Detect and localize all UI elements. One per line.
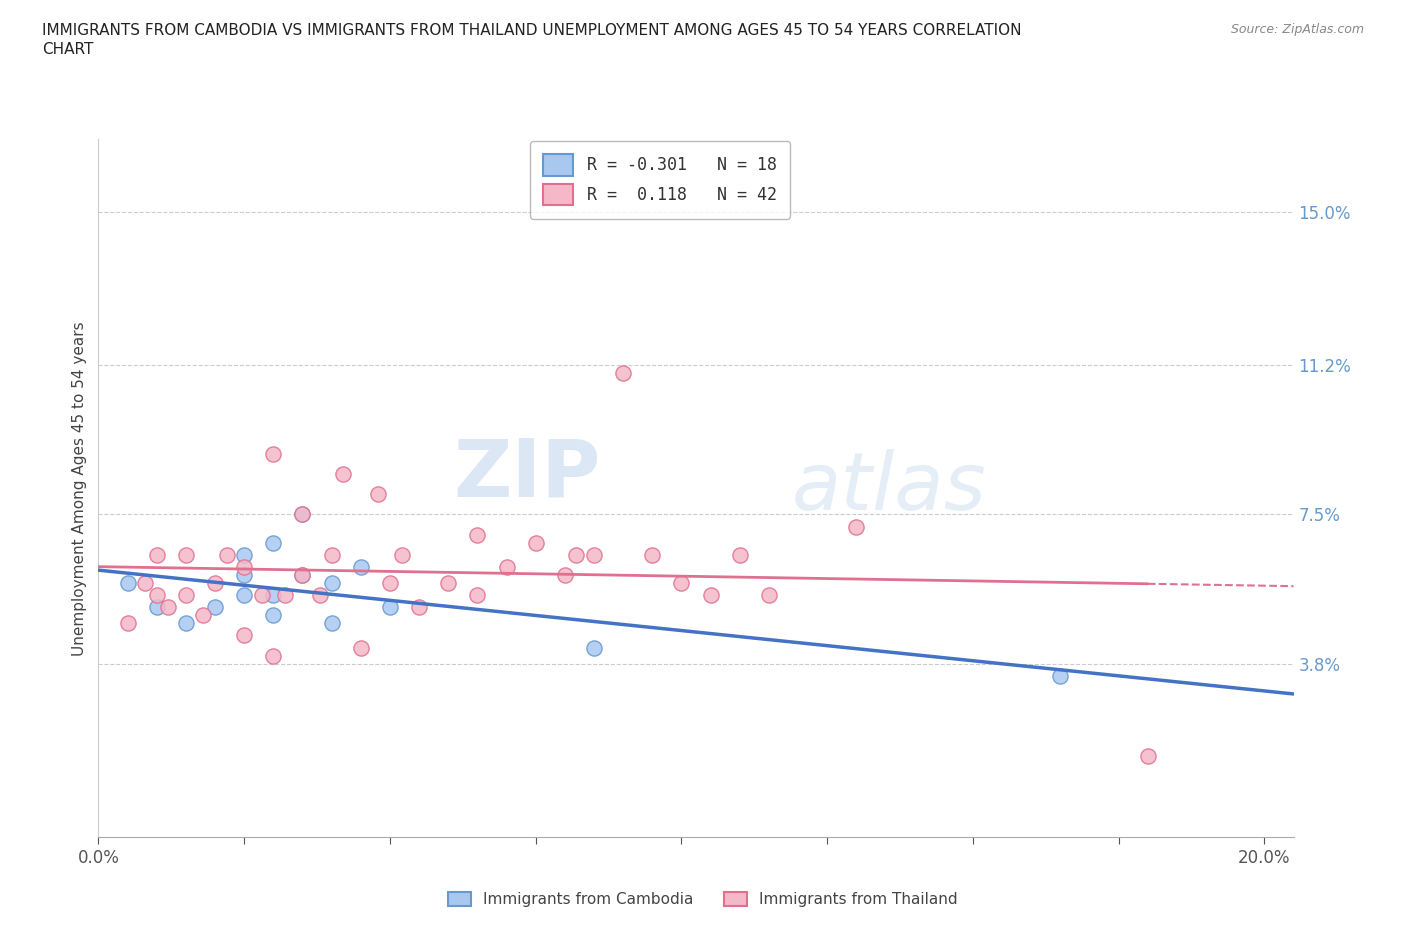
Point [117, 576, 139, 591]
Point [378, 600, 401, 615]
Point [291, 507, 314, 522]
Point [321, 616, 343, 631]
Point [524, 536, 547, 551]
Point [117, 616, 139, 631]
Text: IMMIGRANTS FROM CAMBODIA VS IMMIGRANTS FROM THAILAND UNEMPLOYMENT AMONG AGES 45 : IMMIGRANTS FROM CAMBODIA VS IMMIGRANTS F… [42, 23, 1022, 38]
Point [408, 600, 430, 615]
Point [554, 567, 576, 582]
Point [309, 588, 332, 603]
Point [204, 600, 226, 615]
Point [250, 588, 273, 603]
Y-axis label: Unemployment Among Ages 45 to 54 years: Unemployment Among Ages 45 to 54 years [72, 321, 87, 656]
Point [262, 536, 284, 551]
Point [193, 608, 215, 623]
Point [641, 548, 664, 563]
Point [215, 548, 238, 563]
Point [582, 640, 605, 655]
Point [233, 588, 256, 603]
Point [467, 588, 489, 603]
Point [233, 628, 256, 643]
Point [157, 600, 180, 615]
Point [274, 588, 297, 603]
Point [321, 576, 343, 591]
Point [174, 588, 197, 603]
Point [262, 446, 284, 461]
Point [174, 616, 197, 631]
Point [145, 588, 167, 603]
Point [467, 527, 489, 542]
Point [134, 576, 156, 591]
Point [495, 560, 517, 575]
Point [699, 588, 721, 603]
Point [262, 608, 284, 623]
Point [1136, 749, 1159, 764]
Point [291, 567, 314, 582]
Point [350, 640, 373, 655]
Point [758, 588, 780, 603]
Text: atlas: atlas [792, 449, 987, 527]
Point [582, 548, 605, 563]
Point [565, 548, 588, 563]
Point [321, 548, 343, 563]
Text: ZIP: ZIP [453, 435, 600, 513]
Point [845, 519, 868, 534]
Point [233, 560, 256, 575]
Point [233, 548, 256, 563]
Point [262, 588, 284, 603]
Legend: Immigrants from Cambodia, Immigrants from Thailand: Immigrants from Cambodia, Immigrants fro… [441, 885, 965, 913]
Point [378, 576, 401, 591]
Legend: R = -0.301   N = 18, R =  0.118   N = 42: R = -0.301 N = 18, R = 0.118 N = 42 [530, 140, 790, 219]
Point [291, 507, 314, 522]
Point [728, 548, 751, 563]
Point [233, 567, 256, 582]
Point [391, 548, 413, 563]
Point [612, 365, 634, 380]
Point [350, 560, 373, 575]
Point [332, 467, 354, 482]
Point [145, 548, 167, 563]
Text: Source: ZipAtlas.com: Source: ZipAtlas.com [1230, 23, 1364, 36]
Point [671, 576, 693, 591]
Text: CHART: CHART [42, 42, 94, 57]
Point [174, 548, 197, 563]
Point [437, 576, 460, 591]
Point [291, 567, 314, 582]
Point [1049, 669, 1071, 684]
Point [145, 600, 167, 615]
Point [204, 576, 226, 591]
Point [367, 487, 389, 502]
Point [262, 648, 284, 663]
